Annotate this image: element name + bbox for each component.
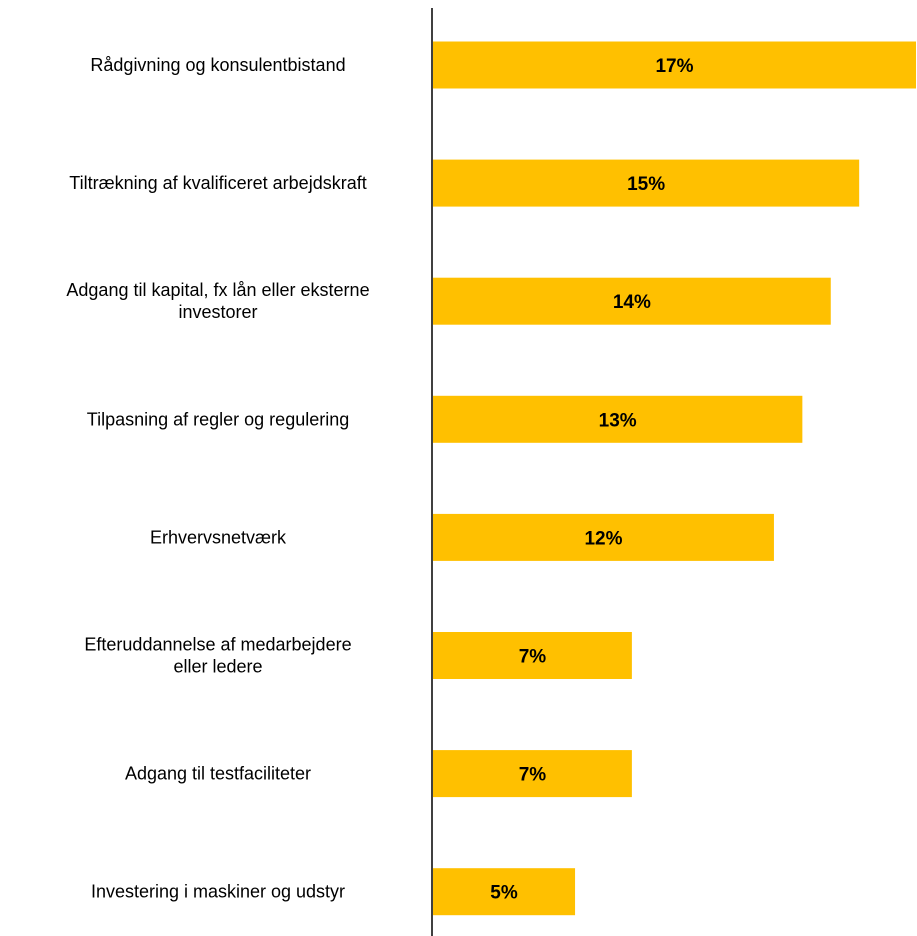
data-label-1: 17% [655,56,693,77]
category-label-line: Efteruddannelse af medarbejdere [84,635,351,655]
bar-3 [433,277,831,325]
bar-1 [433,41,916,89]
category-label-line: investorer [178,302,257,322]
category-label-4: Tilpasning af regler og regulering [87,409,350,429]
category-label-line: Adgang til testfaciliteter [125,764,311,784]
data-label-8: 5% [490,883,518,904]
bar-2 [433,159,860,207]
bar-5 [433,513,774,561]
category-label-line: Investering i maskiner og udstyr [91,882,345,902]
category-label-line: Erhvervsnetværk [150,527,287,547]
data-label-5: 12% [584,528,622,549]
category-label-6: Efteruddannelse af medarbejdere eller led… [84,635,351,677]
category-label-1: Rådgivning og konsulentbistand [90,55,345,75]
bars-group [433,41,916,916]
category-labels-group: Rådgivning og konsulentbistand Tiltræknin… [66,55,369,902]
category-label-8: Investering i maskiner og udstyr [91,882,345,902]
bar-8 [433,868,576,916]
category-label-3: Adgang til kapital, fx lån eller ekstern… [66,280,369,322]
category-label-5: Erhvervsnetværk [150,527,287,547]
data-label-6: 7% [519,647,547,668]
data-label-2: 15% [627,174,665,195]
category-label-line: Rådgivning og konsulentbistand [90,55,345,75]
bar-4 [433,395,803,443]
data-label-3: 14% [613,292,651,313]
category-label-line: Tilpasning af regler og regulering [87,409,350,429]
data-label-4: 13% [599,410,637,431]
category-label-line: eller ledere [173,657,262,677]
category-label-line: Tiltrækning af kvalificeret arbejdskraft [69,173,366,193]
bar-6 [433,632,632,679]
data-label-7: 7% [519,765,547,786]
category-label-7: Adgang til testfaciliteter [125,764,311,784]
bar-7 [433,750,632,798]
category-label-line: Adgang til kapital, fx lån eller ekstern… [66,280,369,300]
category-label-2: Tiltrækning af kvalificeret arbejdskraft [69,173,366,193]
value-labels-group: 17% 15% 14% 13% 12% 7% 7% 5% [490,56,693,904]
